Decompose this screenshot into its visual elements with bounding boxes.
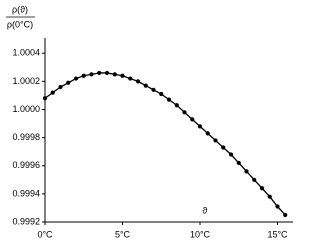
y-axis-label-numerator: ρ(ϑ) (12, 4, 28, 14)
data-point (190, 117, 195, 122)
data-point (213, 138, 218, 143)
data-point (151, 87, 156, 92)
data-point (267, 194, 272, 199)
y-tick-label: 0.9994 (12, 188, 40, 198)
data-point (275, 204, 280, 209)
data-point (128, 76, 133, 81)
y-axis-label-denominator: ρ(0°C) (7, 19, 33, 29)
data-point (182, 110, 187, 115)
y-tick-label: 1.0004 (12, 48, 40, 58)
y-tick-label: 1.0000 (12, 104, 40, 114)
data-point (205, 131, 210, 136)
y-tick-label: 1.0002 (12, 76, 40, 86)
data-point (81, 73, 86, 78)
data-point (159, 91, 164, 97)
data-point (283, 212, 288, 218)
data-point (174, 103, 179, 108)
data-point (221, 145, 226, 150)
data-point (259, 186, 265, 191)
y-tick-label: 0.9996 (12, 160, 40, 170)
data-point (89, 72, 94, 77)
data-point (120, 73, 125, 78)
chart: ρ(ϑ) ρ(0°C) ϑ 0.9992 0.9994 0.9996 0.9998 1.… (6, 4, 293, 239)
data-point (166, 97, 172, 102)
data-point (42, 96, 48, 101)
x-tick-label: 0°C (37, 229, 53, 239)
x-tick-label: 5°C (115, 229, 131, 239)
data-line (44, 72, 286, 216)
y-tick-label: 0.9992 (12, 216, 40, 226)
data-point (104, 70, 110, 76)
data-point (236, 160, 241, 166)
data-point (135, 79, 141, 84)
x-axis-label: ϑ (203, 205, 208, 215)
data-point (73, 76, 79, 81)
data-point (143, 83, 148, 88)
data-point (97, 70, 102, 76)
data-point (58, 84, 63, 90)
y-tick-label: 0.9998 (12, 132, 40, 142)
x-tick-label: 15°C (267, 229, 288, 239)
data-point (197, 124, 203, 129)
data-point (112, 72, 117, 77)
data-point (66, 80, 71, 85)
data-point (50, 90, 55, 95)
data-point (252, 177, 257, 182)
data-point (244, 169, 249, 174)
data-point (228, 152, 234, 157)
x-tick-label: 10°C (190, 229, 211, 239)
